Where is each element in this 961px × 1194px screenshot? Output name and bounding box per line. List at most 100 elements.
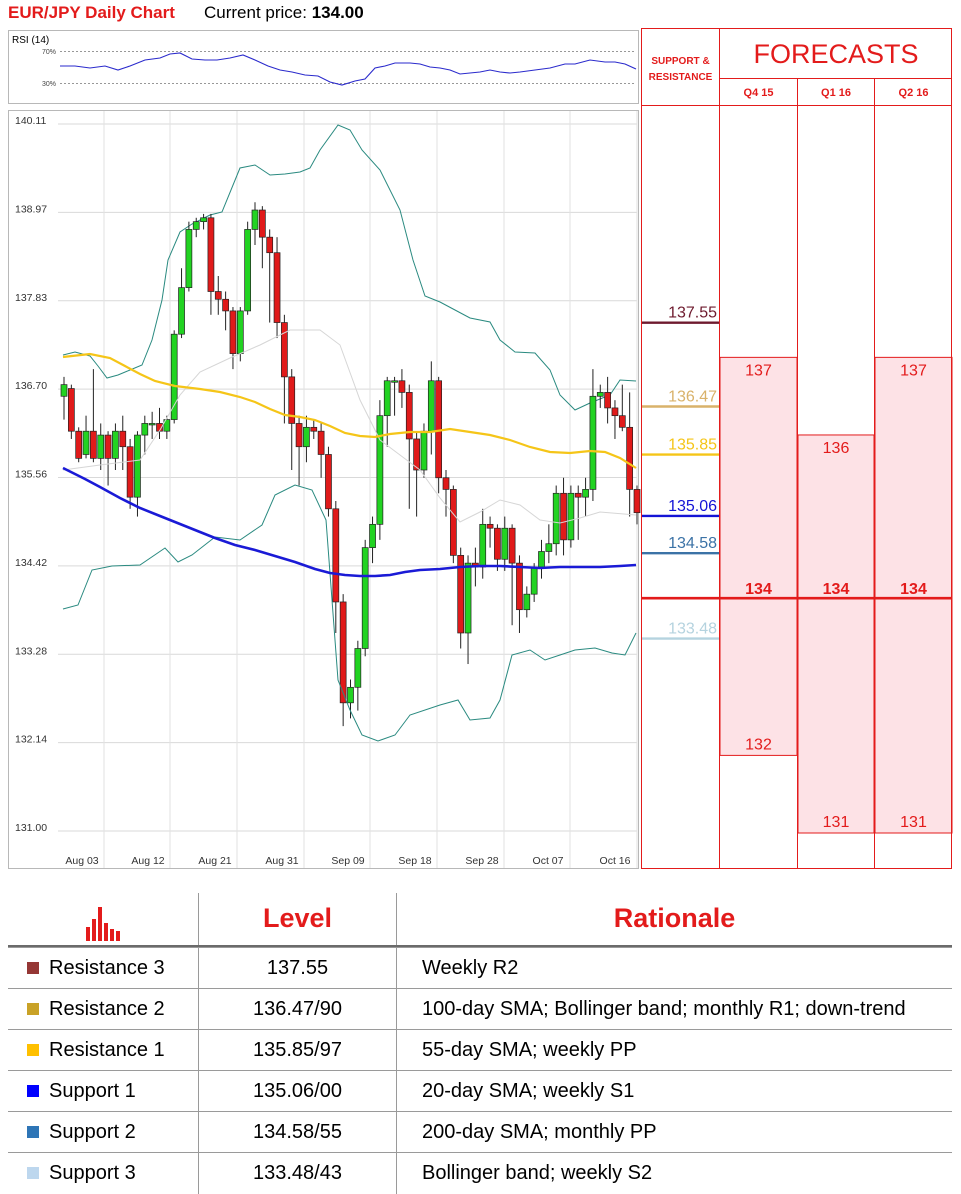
candle-body-down bbox=[442, 477, 450, 490]
candle-body-down bbox=[435, 380, 443, 479]
sr-level-label: 135.85 bbox=[668, 437, 717, 454]
candle bbox=[508, 524, 516, 626]
candle-body-down bbox=[119, 430, 127, 448]
candle bbox=[148, 411, 156, 439]
candle-body-down bbox=[90, 430, 97, 459]
sr-levels: 137.55 136.47 135.85 135.06 134.58 133.48 bbox=[642, 305, 719, 640]
candle-body-down bbox=[317, 430, 325, 455]
candle-body-up bbox=[170, 333, 178, 420]
color-swatch bbox=[27, 1126, 39, 1138]
row-name-text: Support 3 bbox=[49, 1162, 136, 1184]
candle-body-up bbox=[369, 523, 376, 548]
candles bbox=[60, 202, 641, 727]
forecast-quarter-label: Q2 16 bbox=[899, 87, 929, 99]
sr-level-label: 134.58 bbox=[668, 535, 717, 552]
forecast-range-box bbox=[719, 356, 798, 756]
candle bbox=[523, 586, 531, 618]
candle-body-down bbox=[222, 298, 229, 312]
candle-body-down bbox=[574, 492, 582, 498]
candle bbox=[90, 369, 97, 463]
candle bbox=[626, 392, 634, 517]
color-swatch bbox=[27, 962, 39, 974]
sr-level: 136.47 bbox=[642, 388, 719, 408]
x-tick-label: Sep 09 bbox=[331, 855, 364, 867]
forecast-range-box bbox=[874, 356, 953, 834]
forecast-high: 137 bbox=[900, 362, 927, 379]
sr-level: 133.48 bbox=[642, 621, 719, 640]
candle-body-up bbox=[383, 380, 391, 417]
table-row: Resistance 3 137.55 Weekly R2 bbox=[8, 947, 952, 989]
candle bbox=[126, 438, 134, 509]
forecast-panel: FORECASTS 137 132 134 Q4 15 136 131 134 Q1 16 13… bbox=[641, 28, 953, 869]
candle bbox=[361, 539, 369, 657]
forecast-low: 131 bbox=[900, 814, 927, 831]
row-name-text: Resistance 2 bbox=[49, 998, 165, 1020]
y-axis: 140.11 138.97 137.83 136.70 135.56 134.42 133.… bbox=[15, 115, 47, 834]
sr-level: 135.06 bbox=[642, 498, 719, 518]
row-level: 135.85/97 bbox=[199, 1030, 397, 1071]
y-tick-label: 131.00 bbox=[15, 822, 47, 834]
candle-body-up bbox=[427, 380, 435, 432]
forecast-mid: 134 bbox=[745, 581, 772, 598]
table-row: Support 3 133.48/43 Bollinger band; weekly… bbox=[8, 1152, 952, 1194]
chart-title: EUR/JPY Daily Chart bbox=[8, 3, 175, 22]
candle-body-up bbox=[60, 384, 68, 397]
x-tick-label: Aug 03 bbox=[65, 855, 98, 867]
row-name: Support 1 bbox=[8, 1071, 199, 1112]
candle bbox=[405, 384, 413, 509]
candle bbox=[75, 427, 83, 463]
forecast-range bbox=[874, 356, 953, 834]
candle-body-down bbox=[273, 252, 281, 323]
candle bbox=[413, 431, 420, 517]
y-tick-label: 140.11 bbox=[15, 115, 46, 127]
forecast-range bbox=[719, 356, 798, 756]
sr-level-label: 133.48 bbox=[668, 621, 717, 638]
table-row: Support 2 134.58/55 200-day SMA; monthly P… bbox=[8, 1111, 952, 1153]
rsi-30-label: 30% bbox=[42, 81, 56, 88]
candle-body-up bbox=[303, 426, 310, 448]
candle bbox=[244, 221, 252, 315]
row-rationale: 100-day SMA; Bollinger band; monthly R1;… bbox=[422, 998, 906, 1020]
candle-body-down bbox=[266, 236, 274, 254]
candle bbox=[251, 202, 259, 245]
candle bbox=[486, 516, 494, 548]
candle-body-up bbox=[589, 395, 597, 490]
bar-chart-icon bbox=[86, 907, 120, 941]
candle bbox=[104, 431, 112, 486]
sr-level: 134.58 bbox=[642, 535, 719, 555]
candle bbox=[266, 229, 274, 323]
candle-body-down bbox=[339, 601, 347, 704]
bollinger-lower bbox=[62, 484, 637, 742]
candle-body-down bbox=[618, 415, 626, 428]
sr-level: 137.55 bbox=[642, 305, 719, 324]
x-tick-label: Aug 12 bbox=[131, 855, 164, 867]
levels-table: Level Rationale Resistance 3 137.55 Weekly… bbox=[0, 893, 961, 1194]
candle-body-up bbox=[582, 489, 589, 498]
sma-55-line bbox=[62, 352, 637, 469]
x-axis: Aug 03 Aug 12 Aug 21 Aug 31 Sep 09 Sep 18 Sep … bbox=[65, 855, 630, 867]
candle bbox=[376, 400, 384, 540]
sr-level-label: 135.06 bbox=[668, 498, 717, 515]
candle-body-down bbox=[258, 209, 266, 238]
candle-body-up bbox=[552, 492, 560, 545]
row-level: 134.58/55 bbox=[199, 1112, 397, 1153]
bollinger-mid bbox=[62, 329, 637, 524]
row-name: Resistance 2 bbox=[8, 989, 199, 1030]
y-tick-label: 132.14 bbox=[15, 734, 47, 746]
forecast-low: 132 bbox=[745, 736, 772, 753]
x-tick-label: Aug 21 bbox=[198, 855, 231, 867]
candle-body-down bbox=[104, 434, 112, 459]
candle bbox=[435, 376, 443, 494]
y-tick-label: 135.56 bbox=[15, 469, 47, 481]
forecast-high: 136 bbox=[823, 440, 850, 457]
candle-body-down bbox=[611, 407, 619, 417]
row-rationale: 20-day SMA; weekly S1 bbox=[422, 1080, 635, 1102]
candle bbox=[545, 524, 553, 564]
candle-body-up bbox=[354, 648, 362, 688]
y-tick-label: 137.83 bbox=[15, 292, 47, 304]
row-level: 133.48/43 bbox=[199, 1153, 397, 1194]
x-tick-label: Sep 18 bbox=[398, 855, 431, 867]
row-rationale: Weekly R2 bbox=[422, 957, 519, 979]
candle-body-up bbox=[185, 229, 193, 288]
table-header-level: Level bbox=[262, 903, 333, 933]
